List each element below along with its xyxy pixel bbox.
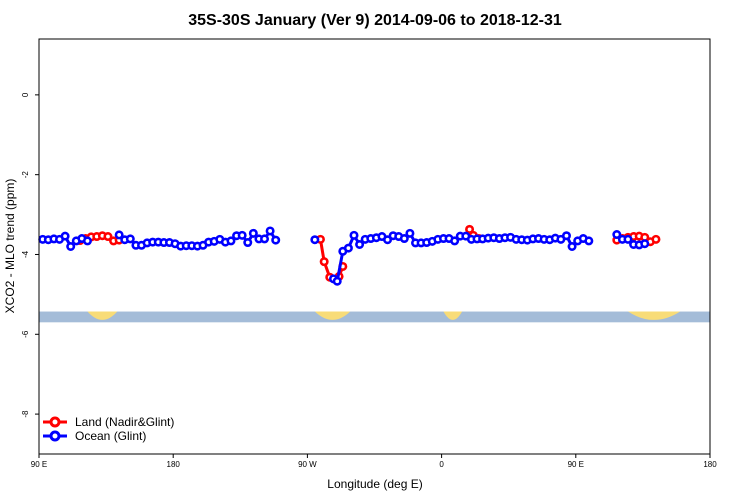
- data-point: [332, 276, 342, 286]
- data-point: [567, 242, 577, 252]
- series-ocean: [38, 226, 650, 286]
- y-tick-label: 0: [21, 92, 30, 97]
- data-point: [265, 226, 275, 236]
- data-point: [310, 235, 320, 245]
- x-axis-label: Longitude (deg E): [327, 477, 422, 491]
- x-tick-label: 0: [439, 460, 444, 469]
- data-point: [355, 240, 365, 250]
- data-point: [640, 239, 650, 249]
- data-point: [260, 234, 270, 244]
- legend-marker-ocean: [49, 430, 61, 442]
- plot-frame: [38, 38, 711, 455]
- data-point: [383, 235, 393, 245]
- y-tick-label: -8: [21, 410, 30, 418]
- legend-label-ocean: Ocean (Glint): [75, 429, 146, 443]
- x-tick-label: 180: [167, 460, 181, 469]
- data-point: [561, 231, 571, 241]
- data-point: [82, 236, 92, 246]
- data-point: [226, 236, 236, 246]
- data-point: [237, 230, 247, 240]
- data-point: [103, 232, 113, 242]
- land-strip-patch: [314, 311, 351, 320]
- land-strip-patch: [627, 311, 681, 320]
- data-point: [623, 234, 633, 244]
- x-tick-label: 90 E: [568, 460, 584, 469]
- data-point: [125, 234, 135, 244]
- data-point: [60, 231, 70, 241]
- series-land: [75, 224, 661, 284]
- y-axis-label: XCO2 - MLO trend (ppm): [3, 179, 17, 314]
- legend-marker-land: [49, 416, 61, 428]
- legend: Land (Nadir&Glint) Ocean (Glint): [43, 415, 174, 443]
- data-point: [612, 230, 622, 240]
- data-point: [248, 228, 258, 238]
- y-axis: 0 -2 -4 -6 -8: [21, 92, 39, 418]
- sea-strip: [39, 311, 710, 323]
- data-point: [651, 234, 661, 244]
- data-point: [243, 238, 253, 248]
- data-point: [319, 257, 329, 267]
- data-point: [405, 228, 415, 238]
- x-axis: 90 E 180 90 W 0 90 E 180: [31, 454, 717, 469]
- y-tick-label: -2: [21, 171, 30, 179]
- land-sea-strip: [39, 311, 710, 323]
- y-tick-label: -6: [21, 330, 30, 338]
- data-point: [114, 230, 124, 240]
- land-strip-patch: [87, 311, 118, 320]
- data-point: [399, 234, 409, 244]
- land-strip-patch: [443, 311, 463, 320]
- data-point: [271, 235, 281, 245]
- legend-label-land: Land (Nadir&Glint): [75, 415, 174, 429]
- data-point: [450, 236, 460, 246]
- y-tick-label: -4: [21, 250, 30, 258]
- chart-title: 35S-30S January (Ver 9) 2014-09-06 to 20…: [188, 12, 562, 29]
- data-point: [349, 230, 359, 240]
- data-point: [343, 243, 353, 253]
- data-point: [66, 242, 76, 252]
- x-tick-label: 90 W: [298, 460, 317, 469]
- data-point: [584, 236, 594, 246]
- x-tick-label: 90 E: [31, 460, 47, 469]
- data-point: [465, 224, 475, 234]
- x-tick-label: 180: [703, 460, 717, 469]
